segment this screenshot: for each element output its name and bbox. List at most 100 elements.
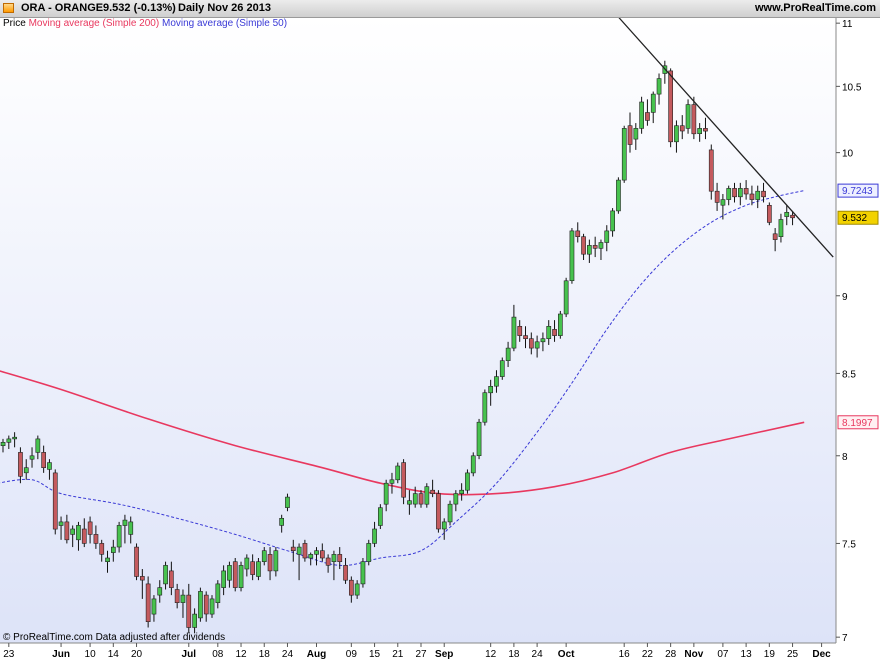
candle <box>203 591 209 622</box>
x-tick-label: Jul <box>182 649 197 659</box>
candle <box>732 182 737 203</box>
site-link[interactable]: www.ProRealTime.com <box>754 2 876 14</box>
candle-body <box>761 190 766 198</box>
candle-body <box>755 190 761 200</box>
candle-body <box>679 125 685 132</box>
candle <box>790 210 795 226</box>
candle-body <box>29 455 35 460</box>
candle <box>308 552 314 566</box>
candle <box>616 177 621 214</box>
candle-body <box>517 325 523 336</box>
candle <box>511 304 517 352</box>
candle <box>198 587 203 622</box>
candle <box>436 490 441 533</box>
candle-body <box>290 546 296 551</box>
candle <box>273 547 279 577</box>
ma200-value-badge-box <box>837 415 879 430</box>
candle-body <box>784 212 790 217</box>
candle <box>157 580 163 603</box>
candle-body <box>447 503 453 523</box>
candle <box>668 68 673 148</box>
candle-body <box>296 546 302 555</box>
candle-body <box>436 493 441 530</box>
candle <box>319 543 325 562</box>
legend-ma50[interactable]: Moving average (Simple 50) <box>161 18 288 29</box>
candle-body <box>87 521 93 535</box>
candle-body <box>476 421 482 457</box>
x-tick-label: 27 <box>415 649 427 659</box>
candle-body <box>70 528 75 535</box>
candle <box>621 125 627 183</box>
candle <box>261 547 267 566</box>
y-tick-label: 10.5 <box>842 82 862 93</box>
candle <box>772 228 778 252</box>
candle <box>674 120 679 153</box>
x-tick-label: Oct <box>558 649 575 659</box>
candle-body <box>215 583 221 604</box>
candle-body <box>140 576 145 581</box>
candle-body <box>470 455 476 474</box>
candle-body <box>221 570 227 588</box>
candle-body <box>766 205 772 223</box>
candle <box>604 225 610 252</box>
candle-body <box>343 565 348 581</box>
candle-body <box>697 128 702 134</box>
candle <box>209 595 215 618</box>
candle-body <box>720 199 726 206</box>
candle <box>111 539 116 562</box>
candle-body <box>726 188 732 200</box>
candle-body <box>616 179 621 212</box>
x-tick-label: 18 <box>508 649 520 659</box>
candle-body <box>145 583 151 623</box>
x-tick-label: 13 <box>741 649 753 659</box>
candle-body <box>337 554 343 563</box>
candle <box>714 182 720 211</box>
candle-body <box>64 521 70 541</box>
candle-body <box>621 128 627 181</box>
candle-body <box>238 565 244 589</box>
candle-body <box>360 561 366 585</box>
candle <box>145 576 151 628</box>
y-tick-label: 9 <box>842 292 848 303</box>
x-tick-label: 24 <box>282 649 294 659</box>
candle <box>528 332 534 355</box>
candle-body <box>610 210 615 232</box>
candle-body <box>488 385 494 394</box>
candle-body <box>314 550 319 555</box>
candle <box>691 96 697 140</box>
candle <box>610 208 615 237</box>
legend-ma200[interactable]: Moving average (Simple 200) <box>28 18 160 29</box>
legend-price[interactable]: Price <box>3 18 26 29</box>
candle <box>557 310 563 339</box>
candle <box>465 469 470 494</box>
candle-body <box>354 583 360 596</box>
candle-body <box>169 570 174 588</box>
x-tick-label: 21 <box>392 649 404 659</box>
prorealtime-logo-icon <box>3 3 14 13</box>
candle <box>151 595 157 622</box>
y-axis-ticks: 7 7.5 8 8.5 9 10 10.5 11 <box>836 19 862 644</box>
x-tick-label: Sep <box>435 649 453 659</box>
candle <box>93 525 99 549</box>
candle-body <box>116 525 122 548</box>
candle-body <box>441 521 447 530</box>
candle <box>453 490 459 512</box>
candle-body <box>18 452 23 477</box>
candle-body <box>192 613 198 628</box>
candle-body <box>122 519 128 526</box>
candle-body <box>389 479 395 484</box>
candle <box>238 561 244 592</box>
candle <box>87 516 93 544</box>
candle-body <box>232 561 238 588</box>
candle <box>256 558 261 581</box>
candle <box>499 357 505 380</box>
candle-body <box>714 190 720 203</box>
indicator-legend: Price Moving average (Simple 200) Moving… <box>3 18 287 29</box>
candle-body <box>12 436 18 440</box>
candle <box>552 320 557 342</box>
candle <box>418 490 424 508</box>
candle <box>534 335 540 358</box>
ma200-layer <box>0 370 805 496</box>
candle <box>192 608 198 634</box>
